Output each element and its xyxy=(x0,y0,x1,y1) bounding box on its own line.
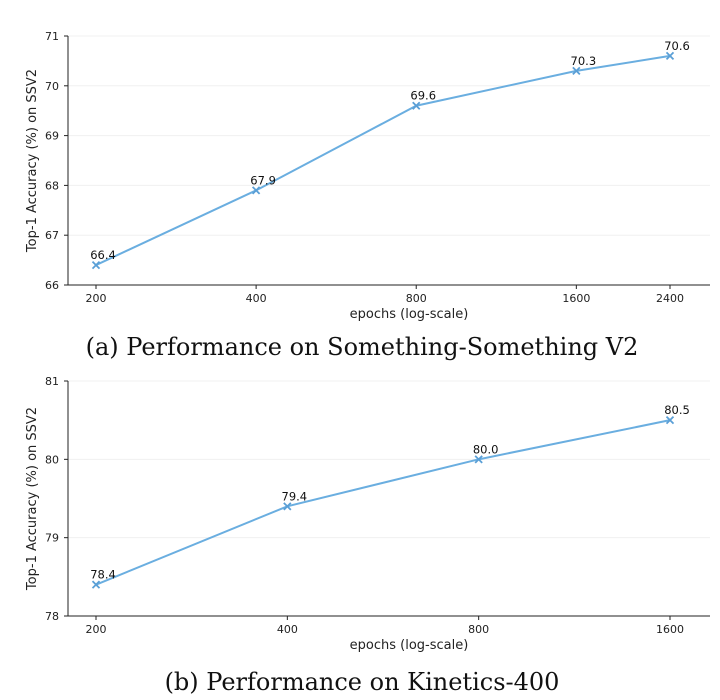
data-label: 78.4 xyxy=(90,568,116,582)
x-tick-label: 1600 xyxy=(562,292,590,305)
y-tick-label: 68 xyxy=(45,179,59,192)
data-label: 80.0 xyxy=(473,442,499,456)
y-tick-label: 66 xyxy=(45,279,59,292)
x-tick-label: 2400 xyxy=(656,292,684,305)
marker-stroke xyxy=(283,502,292,511)
chart-b: 78 79 80 81 200 400 800 1600 epochs (log-scale) T… xyxy=(25,375,710,696)
y-axis-label: Top-1 Accuracy (%) on SSV2 xyxy=(25,407,40,591)
data-label: 80.5 xyxy=(664,403,690,417)
y-tick-label: 79 xyxy=(45,532,59,545)
series-line xyxy=(95,419,671,586)
x-tick-label: 200 xyxy=(86,623,107,636)
marker-stroke xyxy=(251,186,261,195)
x-tick-label: 400 xyxy=(277,623,298,636)
data-point xyxy=(665,416,675,425)
marker-stroke xyxy=(665,416,675,425)
x-axis-label: epochs (log-scale) xyxy=(350,638,469,653)
data-point xyxy=(474,455,483,464)
y-tick-label: 70 xyxy=(45,80,59,93)
data-label: 79.4 xyxy=(282,489,308,503)
data-point xyxy=(665,51,675,61)
data-point xyxy=(91,260,101,270)
x-tick-label: 200 xyxy=(86,292,107,305)
y-tick-label: 81 xyxy=(45,375,59,388)
chart-caption: (a) Performance on Something-Something V… xyxy=(86,333,639,361)
marker-stroke xyxy=(474,455,483,464)
y-axis-label: Top-1 Accuracy (%) on SSV2 xyxy=(25,69,40,253)
chart-caption: (b) Performance on Kinetics-400 xyxy=(165,668,560,696)
data-label: 67.9 xyxy=(250,173,276,187)
x-tick-label: 800 xyxy=(468,623,489,636)
x-axis-label: epochs (log-scale) xyxy=(350,307,469,322)
series-line xyxy=(95,54,671,266)
data-label: 70.6 xyxy=(664,39,690,53)
data-point xyxy=(91,580,101,589)
y-tick-label: 71 xyxy=(45,30,59,43)
marker-stroke xyxy=(572,66,581,75)
data-point xyxy=(283,502,292,511)
x-tick-label: 800 xyxy=(406,292,427,305)
marker-stroke xyxy=(412,101,421,110)
y-tick-label: 80 xyxy=(45,453,59,466)
chart-a: 66 67 68 69 70 71 200 400 800 1600 2400 epochs (log… xyxy=(25,30,710,361)
data-point xyxy=(251,186,261,195)
y-tick-label: 67 xyxy=(45,229,59,242)
data-label: 70.3 xyxy=(571,54,597,68)
data-point xyxy=(412,101,421,110)
data-label: 66.4 xyxy=(90,248,116,262)
y-tick-label: 78 xyxy=(45,610,59,623)
x-tick-label: 400 xyxy=(246,292,267,305)
x-tick-label: 1600 xyxy=(656,623,684,636)
marker-stroke xyxy=(91,580,101,589)
marker-stroke xyxy=(91,260,101,270)
y-tick-label: 69 xyxy=(45,130,59,143)
marker-stroke xyxy=(665,51,675,61)
data-label: 69.6 xyxy=(410,89,436,103)
data-point xyxy=(572,66,581,75)
